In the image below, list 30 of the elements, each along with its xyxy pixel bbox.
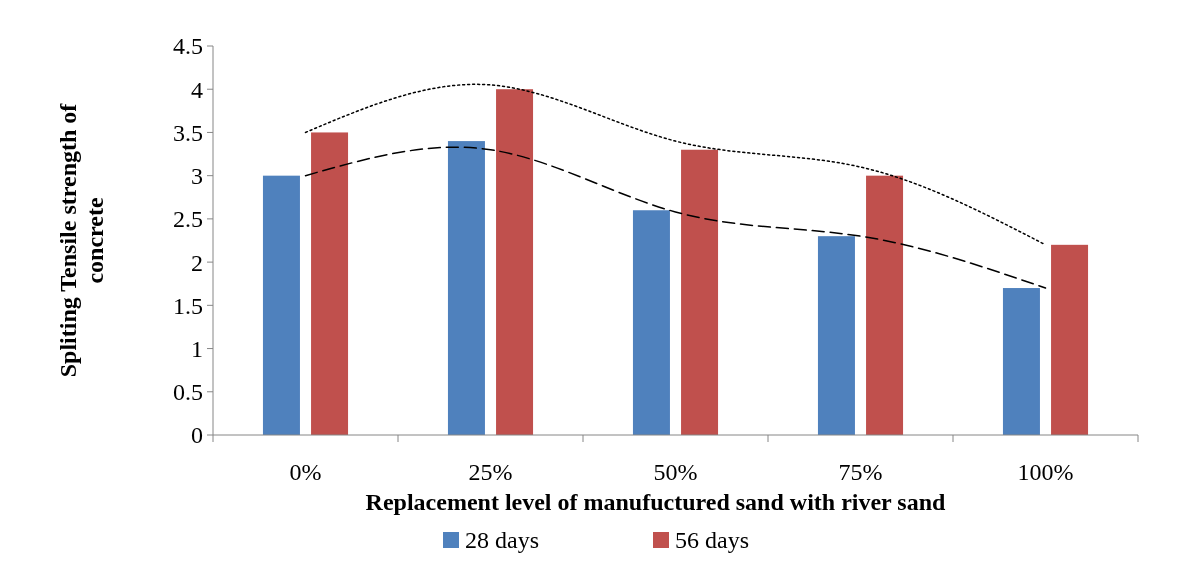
x-tick-label: 100% [1017, 459, 1074, 485]
x-axis-title: Replacement level of manufuctured sand with river sand [365, 489, 947, 515]
y-tick-label: 1.5 [173, 292, 203, 319]
bar [632, 210, 670, 435]
y-tick-label: 2.5 [173, 206, 203, 233]
x-tick-label: 0% [289, 459, 322, 485]
bar [817, 236, 855, 435]
y-tick-label: 0.5 [173, 379, 203, 406]
line-series [304, 83, 1047, 246]
y-tick-label: 3 [191, 163, 203, 190]
bar [311, 132, 349, 435]
bar [262, 175, 300, 435]
bar [447, 141, 485, 435]
y-tick-label: 3.5 [173, 119, 203, 146]
y-tick-label: 0 [191, 422, 203, 449]
y-tick-label: 4 [191, 76, 203, 103]
bar [681, 149, 719, 435]
bar [496, 89, 534, 435]
y-tick-label: 4.5 [173, 33, 203, 60]
x-tick-label: 50% [653, 459, 698, 485]
legend-label: 56 days [675, 527, 749, 554]
legend-label: 28 days [465, 527, 539, 554]
y-axis-title: Spliting Tensile strength of concrete [54, 102, 109, 378]
x-tick-label: 75% [838, 459, 883, 485]
x-tick-label: 25% [468, 459, 513, 485]
y-tick-label: 2 [191, 249, 203, 276]
bar [1051, 244, 1089, 435]
y-tick-label: 1 [191, 335, 203, 362]
bar [1002, 288, 1040, 435]
bar [866, 175, 904, 435]
